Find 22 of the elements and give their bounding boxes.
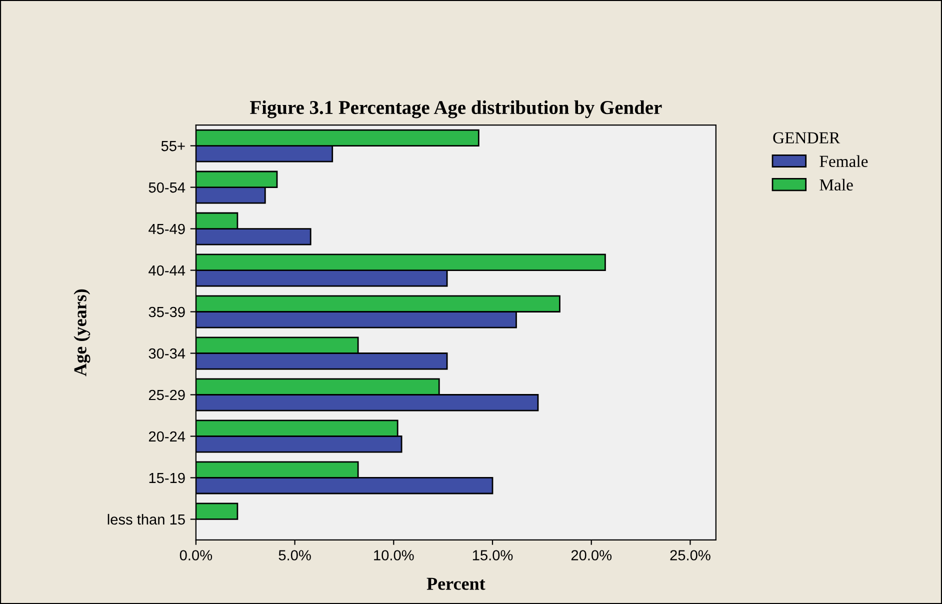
chart-title: Figure 3.1 Percentage Age distribution by Gender <box>250 100 662 118</box>
y-tick-label: 55+ <box>161 141 185 152</box>
y-tick-label: 15-19 <box>149 472 185 484</box>
legend-label: Male <box>820 178 853 191</box>
legend-label: Female <box>820 155 868 168</box>
legend-title: GENDER <box>773 132 840 144</box>
y-tick-label: 20-24 <box>148 431 186 442</box>
x-tick-label: 15.0% <box>472 550 513 560</box>
y-axis-title: Age (years) <box>74 289 90 376</box>
y-tick-label: 35-39 <box>148 306 185 318</box>
x-tick-label: 10.0% <box>374 550 414 560</box>
y-tick-label: less than 15 <box>108 514 185 525</box>
y-tick-label: 50-54 <box>148 182 186 193</box>
y-tick-label: 25-29 <box>148 390 185 400</box>
y-tick-label: 45-49 <box>148 224 185 234</box>
x-tick-label: 0.0% <box>180 550 212 560</box>
x-tick-label: 5.0% <box>278 550 311 560</box>
x-axis-title: Percent <box>426 578 486 590</box>
y-tick-label: 40-44 <box>148 265 186 276</box>
x-tick-label: 25.0% <box>670 550 710 560</box>
y-tick-label: 30-34 <box>148 348 186 359</box>
x-tick-label: 20.0% <box>571 550 612 560</box>
